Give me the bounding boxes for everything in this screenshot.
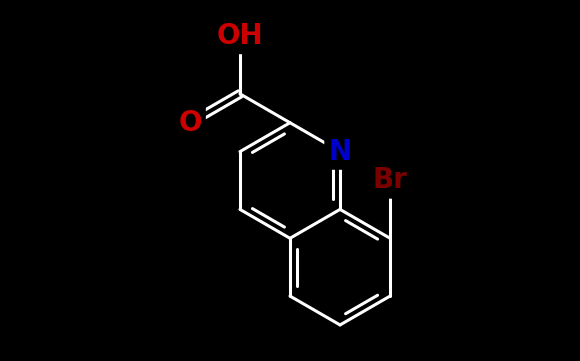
Text: N: N	[328, 138, 351, 166]
Text: Br: Br	[372, 166, 408, 195]
Text: OH: OH	[217, 22, 263, 50]
Text: O: O	[178, 109, 202, 137]
